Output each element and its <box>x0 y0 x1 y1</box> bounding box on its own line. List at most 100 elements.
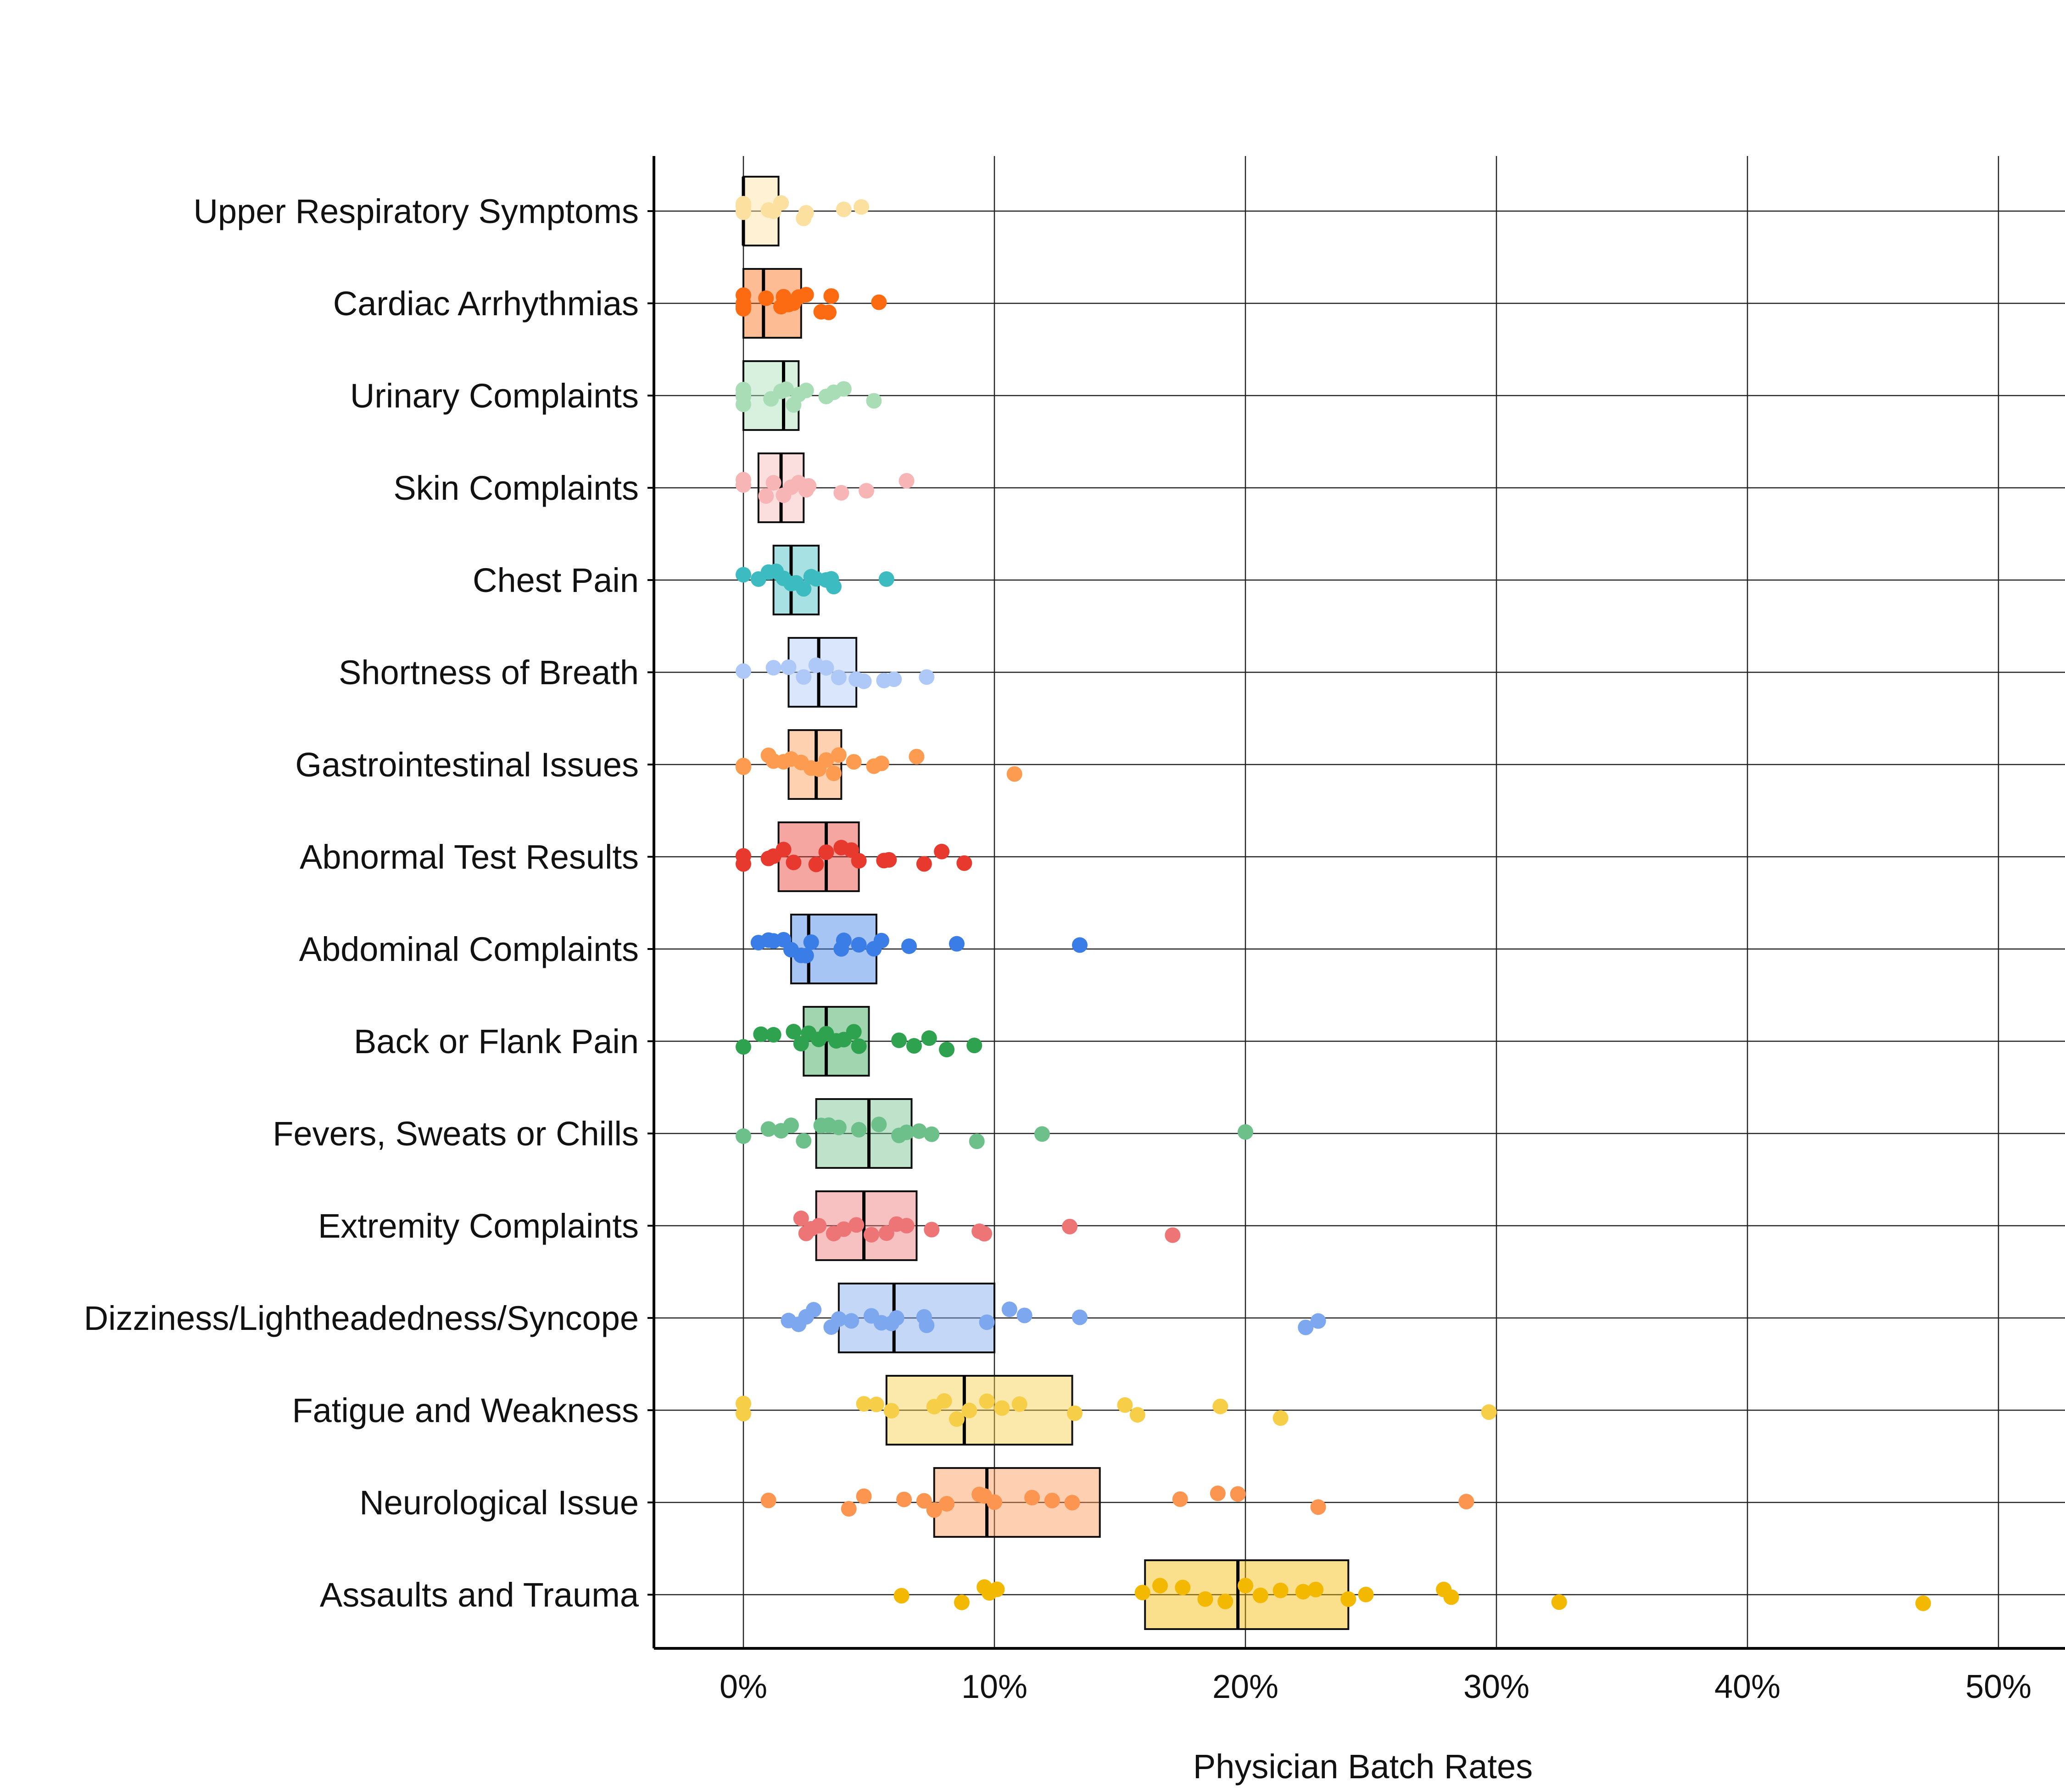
data-point <box>966 1038 982 1054</box>
data-point <box>871 294 887 310</box>
data-point <box>1129 1407 1145 1423</box>
data-point <box>765 1027 781 1043</box>
y-category-label: Back or Flank Pain <box>354 1022 639 1061</box>
y-category-label: Skin Complaints <box>393 469 639 507</box>
data-point <box>1310 1313 1326 1329</box>
data-point <box>786 1024 802 1040</box>
data-point <box>1006 766 1022 782</box>
y-category-label: Fevers, Sweats or Chills <box>273 1115 639 1153</box>
data-point <box>899 1124 915 1140</box>
x-tick-label: 10% <box>961 1669 1027 1705</box>
data-point <box>939 1042 955 1058</box>
data-point <box>1308 1581 1324 1597</box>
data-point <box>906 1038 922 1054</box>
data-point <box>919 1317 935 1334</box>
data-point <box>846 1024 862 1040</box>
data-point <box>826 765 842 782</box>
data-point <box>1072 1309 1088 1325</box>
data-point <box>873 755 889 771</box>
data-point <box>994 1400 1010 1416</box>
data-point <box>856 1396 872 1412</box>
data-point <box>1062 1218 1078 1234</box>
data-point <box>926 1502 942 1518</box>
data-point <box>919 669 935 685</box>
data-point <box>836 381 852 397</box>
data-point <box>776 842 792 858</box>
axis-layer <box>647 156 2065 1650</box>
data-point <box>1011 1396 1027 1412</box>
data-point <box>783 1117 799 1133</box>
data-point <box>736 295 751 311</box>
y-category-label: Abdominal Complaints <box>299 930 639 968</box>
y-category-label: Upper Respiratory Symptoms <box>193 192 639 230</box>
data-point <box>833 485 849 501</box>
data-point <box>977 1226 993 1242</box>
data-point <box>969 1133 985 1150</box>
data-point <box>949 1411 965 1427</box>
data-point <box>1134 1585 1150 1601</box>
x-tick-label: 20% <box>1212 1669 1278 1705</box>
data-point <box>871 1117 887 1133</box>
data-point <box>801 478 817 494</box>
data-point <box>924 1126 940 1142</box>
data-point <box>823 288 839 304</box>
data-point <box>916 856 932 872</box>
point-layer <box>736 195 1931 1611</box>
data-point <box>831 1311 847 1327</box>
data-point <box>736 663 751 679</box>
data-point <box>758 488 774 504</box>
data-point <box>778 381 794 397</box>
y-category-label: Extremity Complaints <box>318 1207 639 1245</box>
data-point <box>848 1217 865 1233</box>
data-point <box>1197 1591 1213 1607</box>
data-point <box>798 382 814 398</box>
data-point <box>796 1133 812 1149</box>
y-category-label: Cardiac Arrhythmias <box>333 285 639 323</box>
data-point <box>881 852 897 868</box>
data-point <box>1175 1580 1191 1596</box>
data-point <box>818 660 834 676</box>
y-category-label: Gastrointestinal Issues <box>295 746 639 784</box>
data-point <box>1272 1410 1289 1426</box>
data-point <box>893 1588 910 1604</box>
data-point <box>1217 1593 1233 1609</box>
data-point <box>803 934 819 950</box>
data-point <box>1238 1578 1253 1594</box>
data-point <box>1298 1319 1314 1335</box>
data-point <box>793 1211 809 1227</box>
data-point <box>954 1594 970 1610</box>
data-point <box>798 287 814 303</box>
data-point <box>1272 1582 1289 1598</box>
data-point <box>854 199 870 215</box>
data-point <box>1064 1495 1080 1511</box>
data-point <box>851 1122 867 1138</box>
x-axis-title: Physician Batch Rates <box>1193 1747 1533 1786</box>
data-point <box>841 1501 857 1517</box>
data-point <box>736 758 751 774</box>
y-category-label: Assaults and Trauma <box>320 1576 639 1614</box>
data-point <box>758 290 774 306</box>
data-point <box>831 747 847 763</box>
data-point <box>1551 1594 1567 1610</box>
data-point <box>1034 1126 1050 1142</box>
grid-layer <box>654 156 2065 1648</box>
data-point <box>818 844 834 860</box>
data-point <box>899 1217 915 1234</box>
data-point <box>909 748 925 765</box>
data-point <box>1443 1589 1459 1605</box>
data-point <box>899 473 915 489</box>
data-point <box>1340 1591 1356 1607</box>
data-point <box>878 571 894 587</box>
label-layer: 0% 10% 20% 30% 40% 50% Upper Respiratory Sympt… <box>84 192 2032 1705</box>
data-point <box>866 393 882 409</box>
x-tick-label: 50% <box>1965 1669 2032 1705</box>
data-point <box>796 581 812 597</box>
data-point <box>786 854 802 871</box>
data-point <box>736 389 751 405</box>
data-point <box>901 938 917 954</box>
data-point <box>956 855 972 871</box>
data-point <box>891 1032 907 1048</box>
data-point <box>924 1222 940 1238</box>
data-point <box>856 673 872 689</box>
